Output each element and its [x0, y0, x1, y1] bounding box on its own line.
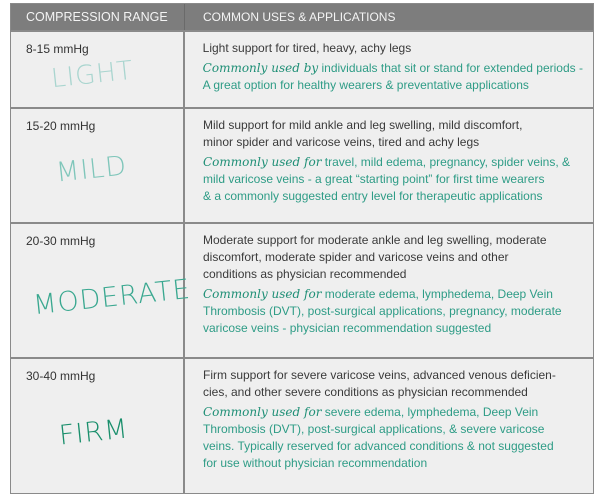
description-line: Mild support for mild ankle and leg swel… [203, 118, 523, 132]
range-value: 20-30 mmHg [26, 234, 96, 248]
uses-text: travel, mild edema, pregnancy, spider ve… [321, 155, 570, 169]
description: Moderate support for moderate ankle and … [203, 232, 583, 283]
uses-line: Thrombosis (DVT), post-surgical applicat… [203, 422, 545, 436]
header-common-uses: COMMON USES & APPLICATIONS [203, 9, 396, 24]
uses-lead: Commonly used for [203, 405, 322, 419]
common-uses: Commonly used for moderate edema, lymphe… [203, 286, 583, 337]
uses-lead: Commonly used for [203, 287, 322, 301]
description-line: Firm support for severe varicose veins, … [203, 368, 556, 382]
uses-text: moderate edema, lymphedema, Deep Vein [321, 287, 553, 301]
table-row: 8-15 mmHg LIGHT Light support for tired,… [11, 30, 593, 107]
uses-line: Commonly used for severe edema, lymphede… [203, 404, 583, 421]
description: Mild support for mild ankle and leg swel… [203, 117, 583, 151]
table-row: 15-20 mmHg MILD Mild support for mild an… [11, 107, 593, 222]
level-label: MODERATE [31, 273, 193, 322]
common-uses: Commonly used by individuals that sit or… [203, 60, 583, 94]
level-label: FIRM [57, 413, 130, 452]
range-cell: 15-20 mmHg MILD [11, 109, 185, 222]
uses-text: severe edema, lymphedema, Deep Vein [321, 405, 539, 419]
uses-cell: Mild support for mild ankle and leg swel… [185, 109, 593, 222]
uses-line: Commonly used for moderate edema, lymphe… [203, 286, 583, 303]
uses-cell: Firm support for severe varicose veins, … [185, 359, 593, 493]
level-label: MILD [54, 150, 129, 189]
description-line: conditions as physician recommended [203, 267, 407, 281]
description: Firm support for severe varicose veins, … [203, 367, 583, 401]
uses-cell: Light support for tired, heavy, achy leg… [185, 32, 593, 107]
common-uses: Commonly used for severe edema, lymphede… [203, 404, 583, 472]
table-row: 20-30 mmHg MODERATE Moderate support for… [11, 222, 593, 357]
level-label: LIGHT [49, 55, 136, 95]
description-line: Moderate support for moderate ankle and … [203, 233, 547, 247]
table-row: 30-40 mmHg FIRM Firm support for severe … [11, 357, 593, 493]
uses-line: Commonly used by individuals that sit or… [203, 60, 583, 77]
description-line: Light support for tired, heavy, achy leg… [202, 41, 412, 55]
description-line: cies, and other severe conditions as phy… [203, 385, 528, 399]
range-value: 15-20 mmHg [26, 119, 96, 133]
range-cell: 30-40 mmHg FIRM [11, 359, 185, 493]
range-value: 8-15 mmHg [26, 42, 89, 56]
uses-line: Commonly used for travel, mild edema, pr… [203, 154, 583, 171]
uses-line: Thrombosis (DVT), post-surgical applicat… [203, 304, 562, 318]
table-header: COMPRESSION RANGE COMMON USES & APPLICAT… [11, 4, 593, 30]
uses-lead: Commonly used for [203, 155, 322, 169]
uses-lead: Commonly used by [202, 61, 319, 75]
uses-line: A great option for healthy wearers & pre… [202, 78, 529, 92]
uses-text: individuals that sit or stand for extend… [318, 61, 584, 75]
uses-cell: Moderate support for moderate ankle and … [185, 224, 593, 357]
description-line: minor spider and varicose veins, tired a… [203, 135, 480, 149]
range-value: 30-40 mmHg [26, 369, 96, 383]
description: Light support for tired, heavy, achy leg… [203, 40, 583, 57]
uses-line: varicose veins - physician recommendatio… [203, 321, 492, 335]
range-cell: 20-30 mmHg MODERATE [11, 224, 192, 357]
description-line: discomfort, moderate spider and varicose… [203, 250, 509, 264]
uses-line: mild varicose veins - a great “starting … [203, 172, 545, 186]
header-compression-range: COMPRESSION RANGE [11, 4, 185, 30]
common-uses: Commonly used for travel, mild edema, pr… [203, 154, 583, 205]
uses-line: veins. Typically reserved for advanced c… [203, 439, 554, 453]
uses-line: & a commonly suggested entry level for t… [203, 189, 543, 203]
compression-table: COMPRESSION RANGE COMMON USES & APPLICAT… [10, 3, 594, 494]
uses-line: for use without physician recommendation [203, 456, 428, 470]
range-cell: 8-15 mmHg LIGHT [11, 32, 185, 107]
